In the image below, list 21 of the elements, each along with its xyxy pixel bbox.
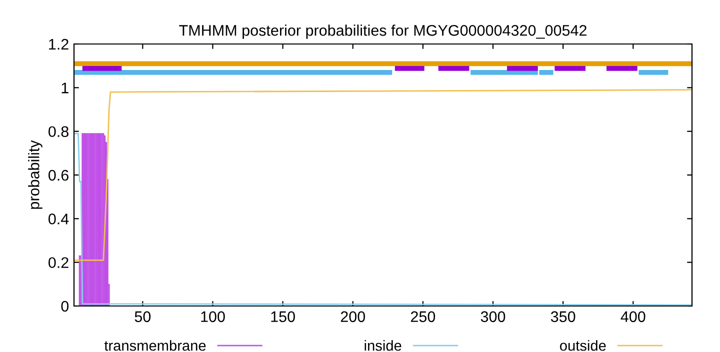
legend-label: inside bbox=[364, 340, 402, 351]
y-tick-label: 1 bbox=[62, 82, 68, 94]
y-axis-title: probability bbox=[28, 140, 42, 209]
chart-title: TMHMM posterior probabilities for MGYG000004320_00542 bbox=[179, 24, 586, 39]
legend-label: transmembrane bbox=[104, 340, 206, 351]
x-tick-label: 250 bbox=[410, 311, 436, 322]
x-tick-label: 400 bbox=[620, 311, 646, 322]
y-tick-label: 0.6 bbox=[48, 170, 68, 181]
y-tick-label: 0 bbox=[61, 300, 69, 312]
x-tick-label: 150 bbox=[271, 311, 295, 322]
x-tick-label: 200 bbox=[340, 311, 366, 322]
x-tick-label: 50 bbox=[134, 311, 151, 322]
line-series bbox=[73, 89, 693, 261]
y-tick-label: 0.2 bbox=[48, 257, 68, 268]
y-tick-label: 1.2 bbox=[49, 38, 68, 50]
x-tick-label: 300 bbox=[480, 311, 506, 322]
y-tick-label: 0.8 bbox=[48, 126, 68, 138]
legend-label: outside bbox=[560, 340, 606, 351]
x-tick-label: 350 bbox=[550, 311, 576, 322]
x-tick-label: 100 bbox=[201, 311, 225, 322]
y-tick-label: 0.4 bbox=[48, 214, 69, 224]
